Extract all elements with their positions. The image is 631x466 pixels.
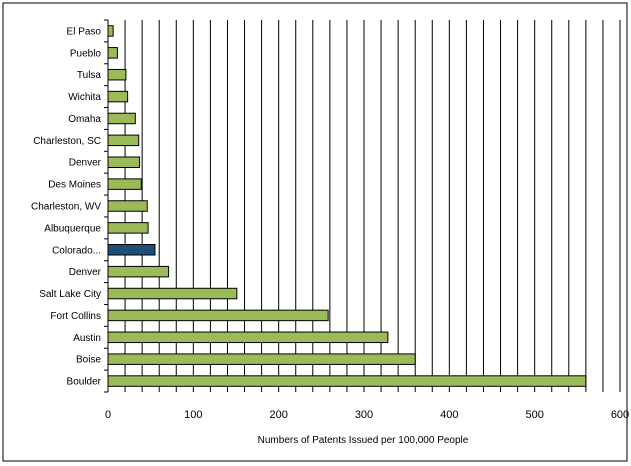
x-tick-label: 200	[269, 409, 287, 421]
x-tick-label: 300	[355, 409, 373, 421]
bar	[107, 309, 329, 322]
category-label: Denver	[69, 267, 102, 278]
x-tick-label: 100	[184, 409, 202, 421]
bar	[107, 156, 141, 168]
bar	[107, 265, 170, 278]
x-tick-label: 500	[525, 409, 543, 421]
category-label: Colorado...	[52, 245, 101, 256]
labels: El Paso Pueblo Tulsa Wichita Omaha Charleston…	[31, 26, 629, 421]
category-label: Salt Lake City	[39, 289, 101, 300]
x-tick-label: 600	[611, 409, 629, 421]
category-label: Pueblo	[70, 48, 102, 59]
bar	[107, 287, 238, 300]
category-label: El Paso	[67, 26, 102, 37]
category-label: Boulder	[67, 377, 102, 388]
category-label: Austin	[73, 333, 101, 344]
bar	[107, 25, 114, 37]
bar	[107, 244, 156, 256]
category-label: Wichita	[68, 92, 101, 103]
bar	[107, 90, 129, 103]
category-label: Des Moines	[48, 180, 101, 191]
category-label: Charleston, WV	[31, 202, 101, 213]
bar	[107, 200, 148, 212]
bar	[107, 68, 127, 81]
category-label: Boise	[76, 355, 101, 366]
bar	[107, 353, 416, 365]
bar	[107, 47, 118, 59]
category-label: Albuquerque	[44, 223, 101, 234]
category-label: Charleston, SC	[33, 136, 101, 147]
category-label: Tulsa	[77, 70, 102, 81]
bar	[107, 375, 587, 387]
bar	[107, 178, 142, 190]
x-tick-label: 0	[105, 409, 111, 421]
bar	[107, 222, 149, 234]
x-axis-title: Numbers of Patents Issued per 100,000 Pe…	[258, 435, 469, 446]
category-label: Denver	[69, 158, 102, 169]
bars	[107, 25, 587, 387]
category-label: Fort Collins	[50, 311, 101, 322]
category-label: Omaha	[68, 114, 101, 125]
x-tick-label: 400	[440, 409, 458, 421]
axes	[104, 19, 109, 393]
gridlines	[124, 20, 621, 392]
bar	[107, 331, 389, 344]
bar	[107, 134, 140, 147]
bar	[107, 112, 136, 125]
